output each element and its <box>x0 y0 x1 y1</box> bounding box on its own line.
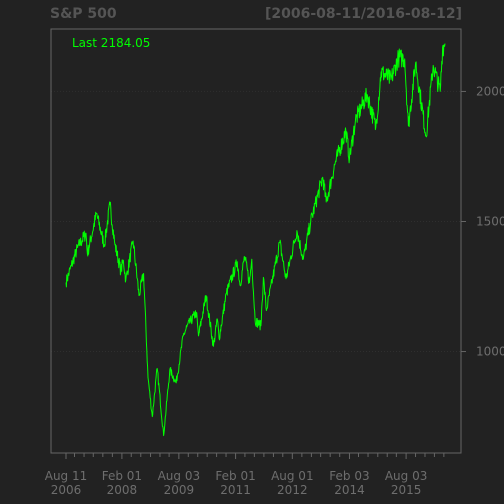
series-line <box>65 43 446 437</box>
chart-title: S&P 500 <box>50 6 117 22</box>
x-tick-label-2009-08-03: Aug 03 2009 <box>158 469 201 497</box>
y-tick-label-2000: 2000 <box>476 84 504 98</box>
last-value-label: Last 2184.05 <box>72 36 150 50</box>
x-tick-label-2011-02-01: Feb 01 2011 <box>215 469 255 497</box>
x-tick-label-2012-08-01: Aug 01 2012 <box>271 469 314 497</box>
x-tick-label-2015-08-03: Aug 03 2015 <box>385 469 428 497</box>
x-tick-label-2008-02-01: Feb 01 2008 <box>102 469 142 497</box>
x-tick-label-2006-08-11: Aug 11 2006 <box>45 469 88 497</box>
plot-frame <box>50 28 462 454</box>
y-tick-label-1000: 1000 <box>476 345 504 359</box>
x-tick-label-2014-02-03: Feb 03 2014 <box>329 469 369 497</box>
date-range-label: [2006-08-11/2016-08-12] <box>264 6 462 22</box>
y-tick-label-1500: 1500 <box>476 214 504 228</box>
